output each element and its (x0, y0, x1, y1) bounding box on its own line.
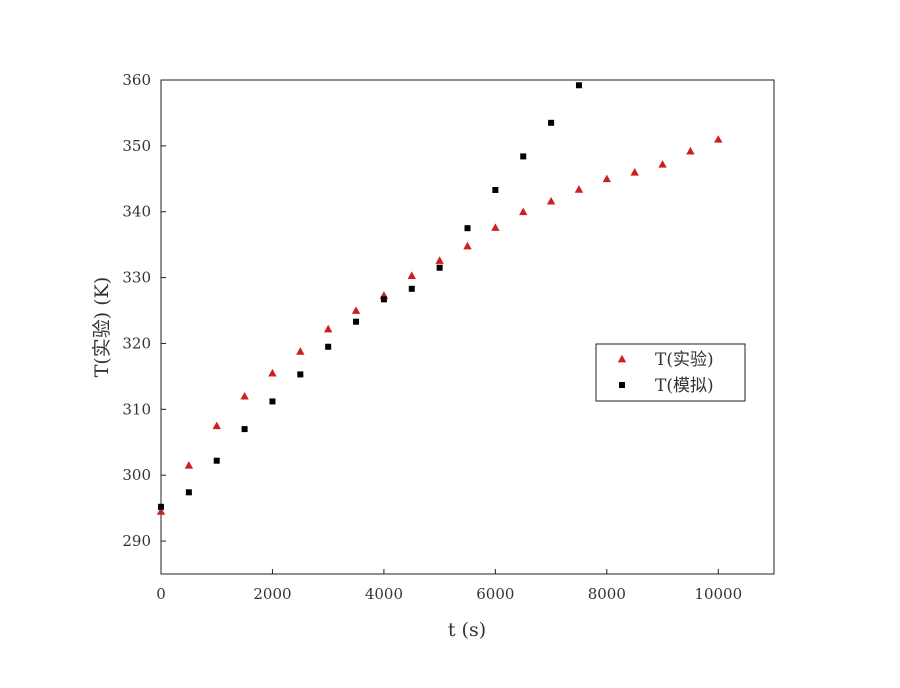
y-tick-label: 330 (122, 269, 151, 287)
data-point (185, 489, 192, 496)
y-tick-label: 300 (122, 466, 151, 484)
x-tick-label: 2000 (253, 585, 291, 603)
y-axis-title: T(实验) (K) (91, 277, 113, 378)
data-point (574, 185, 584, 193)
y-axis-ticks: 290 300 310 320 330 340 350 360 (122, 71, 166, 550)
data-point (464, 225, 471, 232)
data-point (407, 271, 416, 279)
data-point (546, 196, 556, 205)
x-tick-label: 6000 (476, 585, 514, 603)
y-tick-label: 320 (122, 334, 151, 352)
data-point (296, 347, 305, 355)
data-point (241, 426, 248, 433)
x-tick-label: 8000 (588, 585, 626, 603)
data-point (491, 223, 500, 231)
legend-items: T(实验) T(模拟) (617, 350, 714, 396)
data-point (380, 296, 387, 303)
data-point (353, 318, 360, 325)
data-point (325, 343, 332, 350)
data-point (213, 457, 220, 464)
data-series (156, 82, 723, 515)
data-point (435, 256, 444, 264)
legend-label: T(模拟) (655, 376, 714, 396)
data-point (156, 507, 166, 515)
legend-marker (619, 382, 625, 388)
legend-label: T(实验) (655, 350, 714, 370)
legend-marker (617, 354, 627, 363)
data-point (268, 368, 277, 377)
data-point (297, 371, 304, 378)
data-point (351, 306, 361, 314)
x-axis-ticks: 0 2000 4000 6000 8000 10000 (156, 569, 742, 603)
x-axis-title: t (s) (448, 619, 486, 641)
series-1 (156, 135, 723, 515)
legend: T(实验) T(模拟) (595, 343, 746, 402)
data-point (575, 82, 582, 89)
data-point (408, 285, 415, 292)
data-point (323, 324, 333, 333)
plot-frame (160, 79, 775, 575)
data-point (714, 135, 723, 143)
y-tick-label: 290 (122, 532, 151, 550)
legend-box (595, 343, 746, 402)
data-point (520, 153, 527, 160)
y-tick-label: 360 (122, 71, 151, 89)
data-point (602, 174, 612, 183)
data-point (269, 398, 276, 405)
y-tick-label: 310 (122, 400, 151, 418)
x-tick-label: 0 (156, 585, 166, 603)
data-point (463, 241, 472, 250)
data-point (436, 264, 443, 271)
data-point (212, 421, 221, 430)
data-point (240, 391, 249, 400)
series-2 (158, 82, 582, 510)
x-tick-label: 4000 (365, 585, 403, 603)
data-point (548, 119, 555, 126)
data-point (630, 168, 639, 176)
data-point (184, 461, 194, 469)
y-tick-label: 340 (122, 203, 151, 221)
data-point (492, 186, 499, 193)
x-tick-label: 10000 (694, 585, 742, 603)
data-point (658, 160, 667, 168)
y-tick-label: 350 (122, 137, 151, 155)
data-point (519, 207, 528, 216)
data-point (686, 146, 695, 155)
data-point (158, 503, 164, 510)
